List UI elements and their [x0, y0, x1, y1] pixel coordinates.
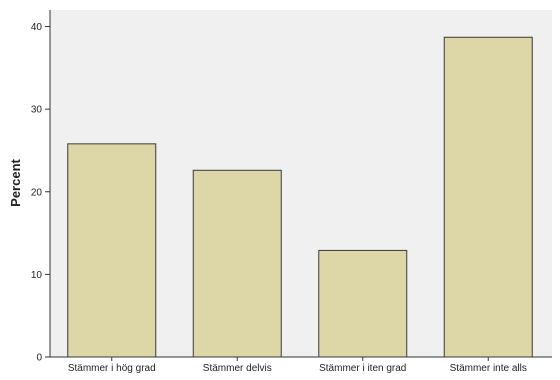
y-tick-label: 30: [31, 105, 43, 116]
y-tick-label: 20: [31, 187, 43, 198]
y-tick-label: 10: [31, 270, 43, 281]
category-label: Stämmer i hög grad: [68, 363, 156, 374]
category-labels: Stämmer i hög grad Stämmer delvis Stämmer …: [68, 363, 527, 374]
bar: [67, 143, 157, 358]
bar: [318, 249, 408, 358]
category-label: Stämmer i iten grad: [319, 363, 406, 374]
category-label: Stämmer delvis: [203, 363, 272, 374]
bar: [443, 36, 533, 358]
bars: [67, 36, 533, 358]
category-label: Stämmer inte alls: [450, 363, 527, 374]
y-tick-label: 40: [31, 22, 43, 33]
y-axis-title: Percent: [8, 158, 23, 206]
y-tick-label: 0: [36, 353, 42, 364]
bar: [192, 169, 282, 358]
x-axis: [50, 356, 552, 361]
y-axis: 0 10 20 30 40: [31, 10, 51, 364]
